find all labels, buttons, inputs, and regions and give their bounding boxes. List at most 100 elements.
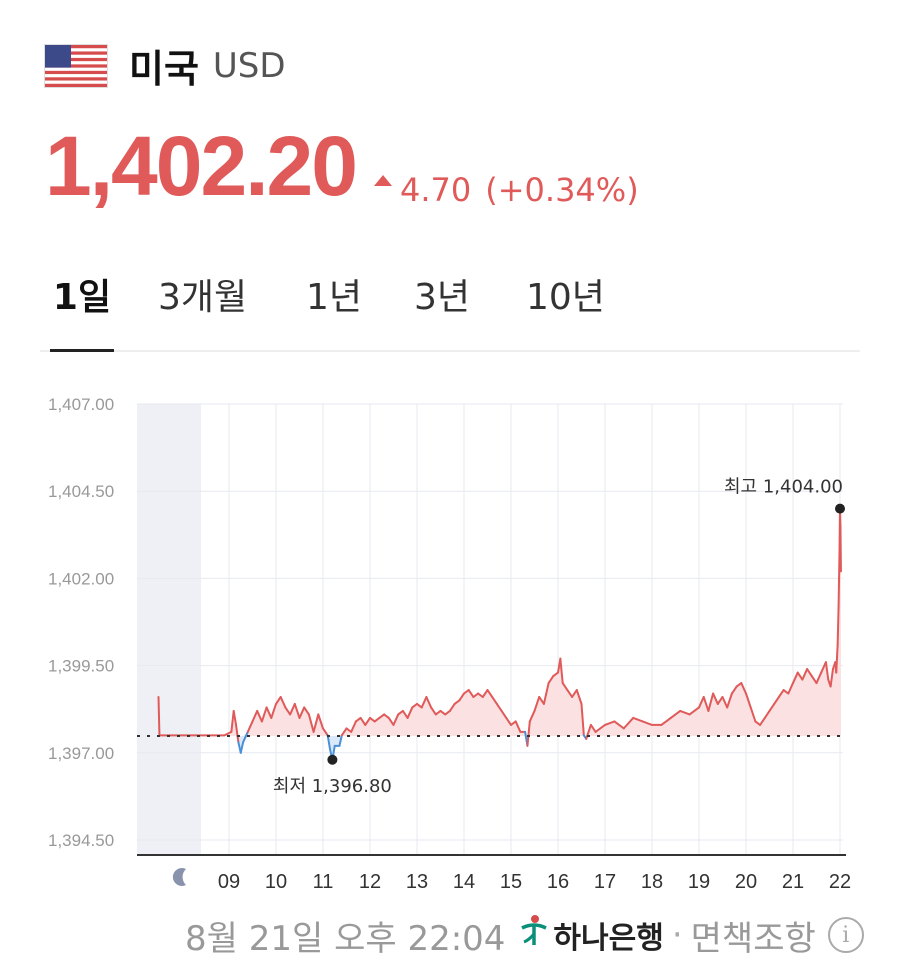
series-segment bbox=[815, 671, 823, 685]
low-point bbox=[327, 754, 338, 765]
currency-header: 미국 USD bbox=[45, 38, 286, 93]
series-segment bbox=[392, 713, 400, 726]
series-segment bbox=[792, 671, 799, 685]
series-segment bbox=[702, 695, 710, 712]
hana-bank-logo-icon bbox=[519, 914, 549, 957]
series-segment bbox=[787, 682, 794, 695]
series-segment bbox=[721, 695, 729, 709]
series-segment bbox=[575, 689, 583, 705]
series-segment bbox=[526, 720, 531, 747]
series-segment bbox=[580, 702, 585, 737]
series-segment bbox=[420, 695, 428, 709]
series-segment bbox=[298, 706, 306, 719]
series-segment bbox=[307, 713, 315, 733]
x-tick-label: 16 bbox=[547, 871, 569, 893]
series-segment bbox=[430, 706, 437, 716]
bank-name: 하나은행 bbox=[553, 921, 664, 956]
series-segment bbox=[401, 709, 409, 719]
series-segment bbox=[486, 689, 494, 698]
tab-label: 1일 bbox=[52, 277, 112, 318]
chart-svg: 1,407.00 1,404.50 1,402.00 1,399.50 1,397.00… bbox=[48, 395, 851, 893]
series-segment bbox=[491, 695, 498, 705]
tab-3-months[interactable]: 3개월 bbox=[158, 268, 247, 348]
info-symbol: i bbox=[842, 922, 850, 948]
info-icon[interactable]: i bbox=[827, 917, 864, 953]
series-segment bbox=[293, 702, 301, 719]
series-segment bbox=[589, 723, 597, 733]
series-segment bbox=[246, 720, 254, 733]
series-segment bbox=[406, 706, 414, 719]
series-segment bbox=[303, 706, 310, 716]
series-segment bbox=[688, 706, 700, 716]
x-tick-label: 18 bbox=[641, 871, 663, 893]
bank-source[interactable]: 하나은행 bbox=[519, 913, 664, 957]
series-segment bbox=[698, 695, 705, 709]
exchange-rate-chart[interactable]: 1,407.00 1,404.50 1,402.00 1,399.50 1,397.00… bbox=[0, 380, 900, 900]
series-segment bbox=[448, 702, 456, 712]
x-tick-label: 11 bbox=[313, 871, 334, 893]
series-segment bbox=[763, 709, 771, 719]
series-segment bbox=[806, 668, 813, 678]
series-segment bbox=[251, 709, 259, 723]
series-segment bbox=[505, 716, 512, 726]
series-segment bbox=[265, 706, 273, 719]
price-change: 4.70 (+0.34%) bbox=[373, 171, 639, 209]
series-segment bbox=[613, 720, 625, 730]
series-segment bbox=[641, 720, 653, 726]
series-segment bbox=[481, 689, 489, 698]
series-segment bbox=[232, 709, 238, 726]
series-segment bbox=[745, 692, 752, 709]
series-segment bbox=[824, 661, 830, 681]
tab-label: 1년 bbox=[306, 277, 363, 318]
series-segment bbox=[829, 668, 834, 688]
series-segment bbox=[566, 689, 574, 698]
x-tick-label: 10 bbox=[265, 871, 287, 893]
series-segment bbox=[260, 706, 268, 723]
series-segment bbox=[716, 695, 724, 705]
series-segment bbox=[223, 730, 233, 737]
tab-1-year[interactable]: 1년 bbox=[306, 268, 362, 348]
series-segment bbox=[467, 689, 475, 698]
series-segment bbox=[561, 682, 569, 692]
series-segment bbox=[632, 716, 644, 723]
series-segment bbox=[559, 657, 564, 685]
series-segment bbox=[542, 682, 550, 705]
series-segment bbox=[284, 706, 292, 716]
series-segment bbox=[317, 713, 324, 730]
series-segment bbox=[528, 709, 536, 723]
tab-10-years[interactable]: 10년 bbox=[526, 268, 605, 348]
series-segment bbox=[622, 716, 635, 730]
x-tick-label: 14 bbox=[453, 871, 475, 893]
series-segment bbox=[707, 692, 715, 712]
series-segment bbox=[256, 709, 263, 723]
series-segment bbox=[359, 716, 367, 726]
period-tabs: 1일 3개월 1년 3년 10년 bbox=[40, 262, 860, 352]
series-segment bbox=[679, 709, 691, 716]
series-segment bbox=[157, 695, 161, 737]
series-segment bbox=[364, 716, 371, 726]
x-tick-label: 22 bbox=[829, 871, 851, 893]
series-segment bbox=[730, 685, 738, 695]
series-segment bbox=[768, 702, 776, 712]
y-tick-label: 1,397.00 bbox=[48, 744, 114, 763]
series-segment bbox=[726, 692, 733, 709]
moon-icon bbox=[172, 868, 186, 886]
series-segment bbox=[242, 730, 249, 744]
series-segment bbox=[338, 734, 343, 747]
up-arrow-icon bbox=[373, 175, 392, 186]
area-fill-down bbox=[158, 736, 841, 760]
y-tick-label: 1,404.50 bbox=[48, 482, 114, 501]
series-segment bbox=[759, 716, 766, 726]
series-segment bbox=[270, 702, 277, 719]
y-tick-label: 1,399.50 bbox=[48, 657, 114, 676]
series-segment bbox=[796, 671, 804, 681]
x-tick-label: 12 bbox=[359, 871, 381, 893]
tab-label: 3개월 bbox=[158, 277, 248, 318]
tab-label: 10년 bbox=[526, 277, 605, 318]
disclaimer-link[interactable]: 면책조항 bbox=[690, 918, 816, 959]
y-tick-label: 1,394.50 bbox=[48, 831, 114, 850]
series-segment bbox=[538, 695, 545, 705]
tab-3-years[interactable]: 3년 bbox=[414, 268, 470, 348]
series-segment bbox=[458, 692, 465, 702]
tab-1-day[interactable]: 1일 bbox=[50, 268, 114, 352]
